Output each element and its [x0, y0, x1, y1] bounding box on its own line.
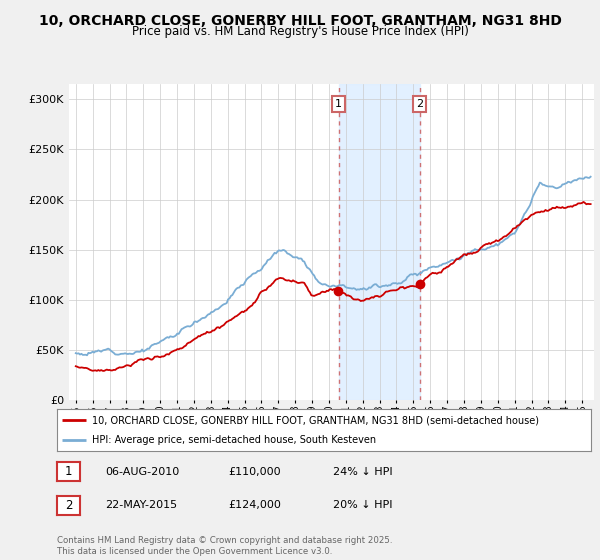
Text: £124,000: £124,000: [228, 500, 281, 510]
Text: Price paid vs. HM Land Registry's House Price Index (HPI): Price paid vs. HM Land Registry's House …: [131, 25, 469, 38]
Bar: [339, 84, 419, 400]
Text: Contains HM Land Registry data © Crown copyright and database right 2025.
This d: Contains HM Land Registry data © Crown c…: [57, 536, 392, 556]
Text: 10, ORCHARD CLOSE, GONERBY HILL FOOT, GRANTHAM, NG31 8HD: 10, ORCHARD CLOSE, GONERBY HILL FOOT, GR…: [38, 14, 562, 28]
Text: 20% ↓ HPI: 20% ↓ HPI: [333, 500, 392, 510]
Text: 10, ORCHARD CLOSE, GONERBY HILL FOOT, GRANTHAM, NG31 8HD (semi-detached house): 10, ORCHARD CLOSE, GONERBY HILL FOOT, GR…: [92, 415, 539, 425]
Text: 2: 2: [416, 99, 423, 109]
Text: 22-MAY-2015: 22-MAY-2015: [105, 500, 177, 510]
Text: 06-AUG-2010: 06-AUG-2010: [105, 466, 179, 477]
Text: 24% ↓ HPI: 24% ↓ HPI: [333, 466, 392, 477]
Text: HPI: Average price, semi-detached house, South Kesteven: HPI: Average price, semi-detached house,…: [92, 435, 376, 445]
Text: 1: 1: [335, 99, 342, 109]
Text: 1: 1: [65, 465, 72, 478]
Text: £110,000: £110,000: [228, 466, 281, 477]
Text: 2: 2: [65, 498, 72, 512]
